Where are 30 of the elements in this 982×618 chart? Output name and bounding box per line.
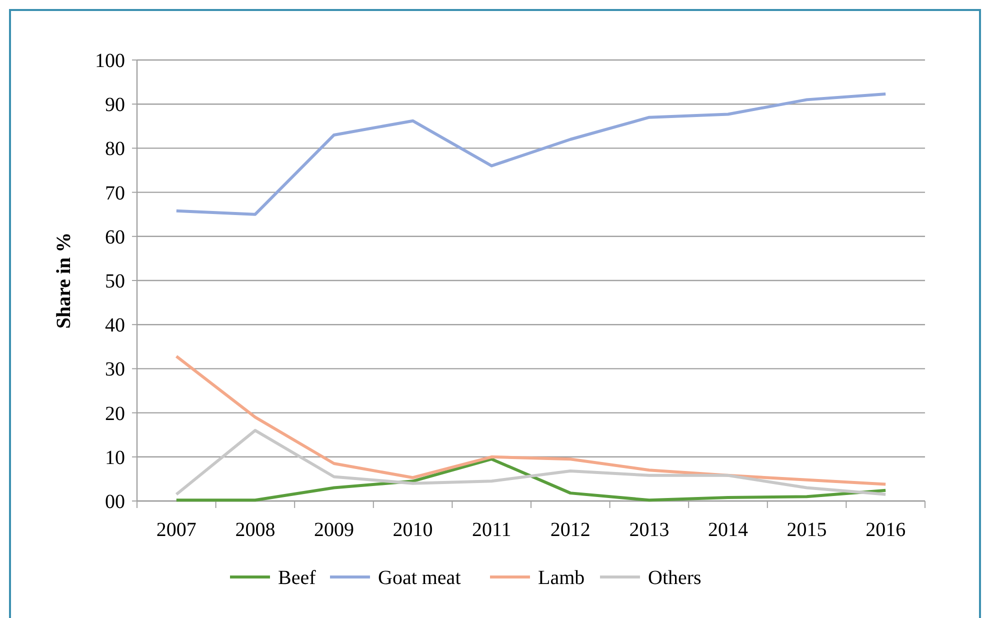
y-axis-title: Share in %	[53, 232, 75, 329]
x-tick-label: 2008	[235, 519, 276, 541]
x-tick-label: 2013	[629, 519, 670, 541]
line-series	[174, 92, 888, 216]
y-tick-label: 10	[105, 446, 125, 469]
x-tick-label: 2007	[156, 519, 196, 541]
y-tick-label: 100	[95, 50, 125, 72]
legend-label: Others	[648, 567, 702, 589]
legend-label: Goat meat	[378, 567, 462, 589]
y-tick-label: 80	[105, 138, 125, 160]
x-tick-label: 2015	[786, 519, 827, 541]
y-tick-label: 40	[105, 314, 125, 337]
line-series	[174, 354, 888, 486]
x-tick-label: 2016	[866, 519, 906, 541]
x-tick-label: 2012	[550, 519, 590, 541]
x-tick-label: 2010	[392, 519, 433, 541]
legend-label: Lamb	[538, 567, 585, 589]
x-tick-label: 2014	[708, 519, 748, 541]
y-tick-label: 70	[105, 182, 125, 204]
line-series	[174, 458, 888, 502]
y-tick-label: 90	[105, 94, 125, 116]
legend-label: Beef	[278, 567, 316, 589]
line-series	[174, 428, 888, 496]
x-tick-label: 2011	[472, 519, 512, 541]
y-tick-label: 50	[105, 270, 125, 292]
y-tick-label: 60	[105, 226, 125, 248]
y-tick-label: 20	[105, 402, 125, 425]
y-tick-label: 00	[105, 491, 125, 513]
x-tick-label: 2009	[314, 519, 354, 541]
y-tick-label: 30	[105, 358, 125, 381]
